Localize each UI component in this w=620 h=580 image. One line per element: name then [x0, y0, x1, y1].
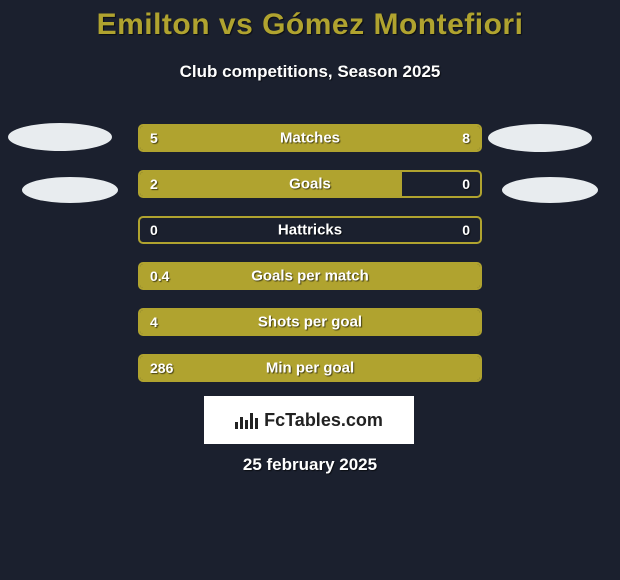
- stat-label: Matches: [280, 130, 340, 147]
- comparison-card: Emilton vs Gómez Montefiori Club competi…: [0, 0, 620, 580]
- stat-value-left: 286: [150, 360, 173, 376]
- stat-value-left: 5: [150, 130, 158, 146]
- stat-label: Hattricks: [278, 222, 342, 239]
- attribution-text: FcTables.com: [264, 410, 383, 431]
- stat-value-right: 8: [462, 130, 470, 146]
- stat-row: 5 8 Matches: [138, 124, 482, 152]
- page-title: Emilton vs Gómez Montefiori: [0, 8, 620, 42]
- attribution-badge: FcTables.com: [204, 396, 414, 444]
- stat-label: Min per goal: [266, 360, 354, 377]
- stat-value-left: 0: [150, 222, 158, 238]
- stat-fill-left: [140, 126, 269, 150]
- stat-row: 2 0 Goals: [138, 170, 482, 198]
- stat-row: 4 Shots per goal: [138, 308, 482, 336]
- stat-row: 0.4 Goals per match: [138, 262, 482, 290]
- stat-value-left: 2: [150, 176, 158, 192]
- stat-value-right: 0: [462, 176, 470, 192]
- stat-label: Goals per match: [251, 268, 369, 285]
- comparison-bars: 5 8 Matches 2 0 Goals 0 0 Hattricks 0.4 Goals per …: [138, 124, 482, 400]
- stat-label: Goals: [289, 176, 331, 193]
- date-label: 25 february 2025: [0, 455, 620, 475]
- player-right-shadow-2: [502, 177, 598, 203]
- stat-fill-left: [140, 172, 402, 196]
- player-right-shadow-1: [488, 124, 592, 152]
- player-left-shadow-1: [8, 123, 112, 151]
- stat-value-left: 0.4: [150, 268, 169, 284]
- bar-chart-icon: [235, 411, 258, 429]
- stat-value-left: 4: [150, 314, 158, 330]
- stat-row: 286 Min per goal: [138, 354, 482, 382]
- stat-row: 0 0 Hattricks: [138, 216, 482, 244]
- stat-label: Shots per goal: [258, 314, 362, 331]
- subtitle: Club competitions, Season 2025: [0, 62, 620, 82]
- stat-value-right: 0: [462, 222, 470, 238]
- player-left-shadow-2: [22, 177, 118, 203]
